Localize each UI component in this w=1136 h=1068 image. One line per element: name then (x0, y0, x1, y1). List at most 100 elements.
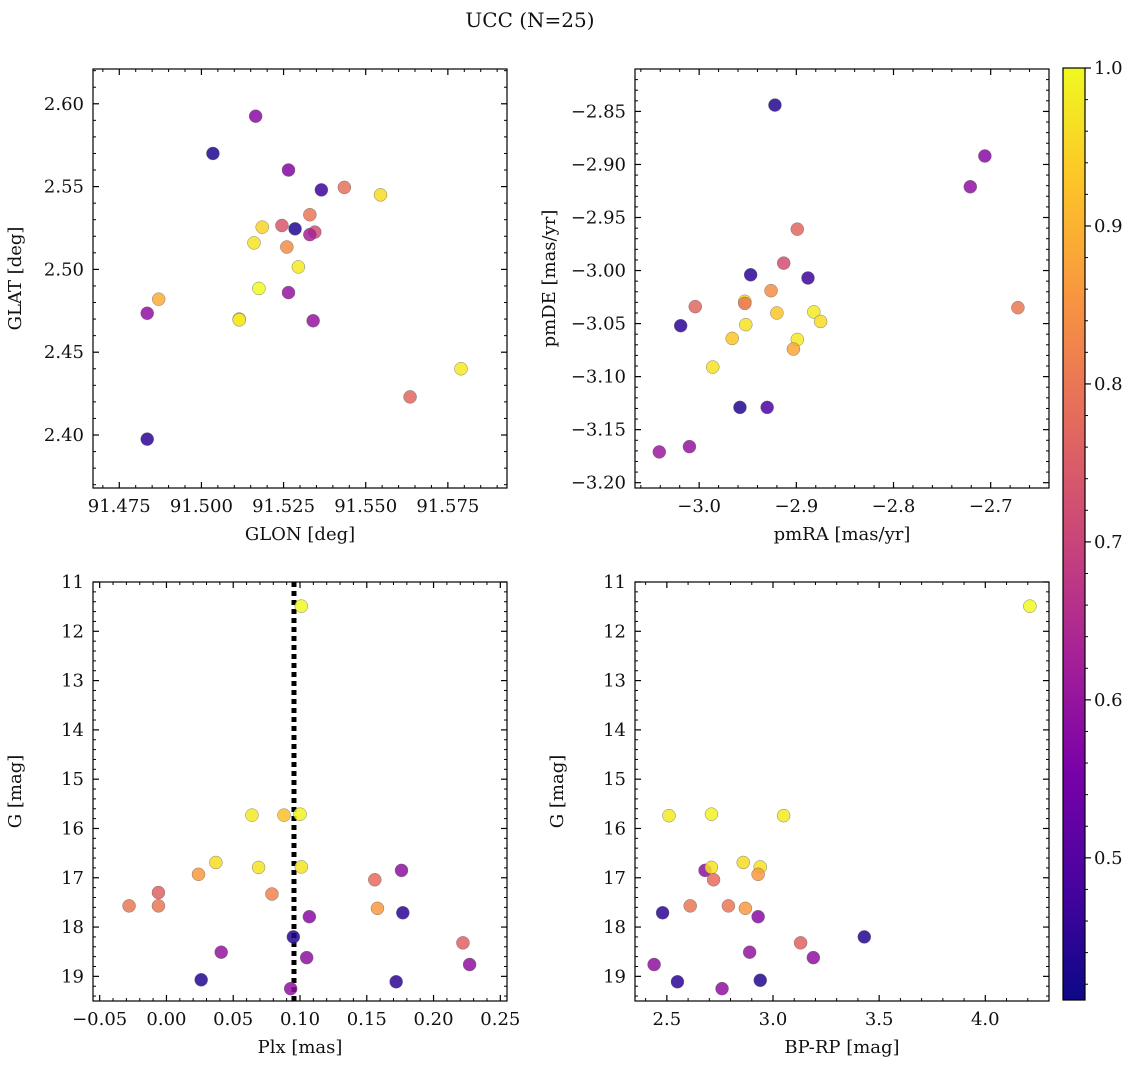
data-point (373, 188, 388, 202)
axes-frame (634, 581, 1050, 1002)
panel-1: 91.475 91.500 91.525 91.550 91.575 2.40 2.45 2.… (5, 68, 508, 545)
panel-3: −0.05 0.00 0.05 0.10 0.15 0.20 0.25 11 12 13 14 15 1… (5, 572, 520, 1058)
x-tick-label: 0.05 (213, 1009, 253, 1030)
y-tick-label: −3.10 (571, 367, 626, 388)
y-tick-label: 18 (603, 917, 626, 938)
data-point (688, 299, 702, 314)
data-point (738, 296, 752, 311)
data-point (807, 305, 821, 319)
x-tick-label: 91.475 (88, 496, 151, 517)
data-point (768, 98, 782, 112)
x-tick-label: 0.00 (146, 1009, 186, 1030)
y-tick-label: 12 (603, 621, 626, 642)
y-tick-label: 11 (603, 572, 626, 593)
data-point (647, 957, 661, 972)
x-tick-label: −2.7 (969, 496, 1013, 517)
y-tick-label: −2.95 (571, 208, 626, 229)
data-point (293, 807, 307, 821)
data-point (194, 973, 208, 987)
data-point (786, 342, 801, 356)
data-point (764, 283, 778, 298)
data-point (776, 256, 791, 270)
x-tick-label: 0.10 (280, 1009, 320, 1030)
x-tick-label: −0.05 (72, 1009, 127, 1030)
x-axis-label: pmRA [mas/yr] (774, 524, 911, 545)
data-point (673, 319, 688, 333)
x-tick-label: 91.525 (252, 496, 315, 517)
data-point (454, 362, 468, 376)
data-point (739, 317, 753, 332)
data-point (801, 271, 815, 285)
y-axis-label: GLAT [deg] (5, 227, 26, 331)
data-point (733, 400, 747, 415)
data-point (140, 306, 154, 320)
data-point (751, 910, 765, 924)
data-point (288, 222, 302, 236)
y-tick-label: 15 (603, 769, 626, 790)
x-tick-label: 91.575 (416, 496, 479, 517)
y-tick-label: 2.60 (44, 94, 84, 115)
data-point (232, 313, 246, 327)
data-point (456, 936, 470, 950)
y-axis-label: G [mag] (547, 755, 568, 828)
colorbar-tick-label: 0.6 (1094, 690, 1123, 711)
y-tick-label: 2.45 (44, 342, 84, 363)
data-point (706, 360, 720, 374)
data-point (743, 268, 758, 282)
data-point (715, 981, 729, 996)
y-tick-label: 2.55 (44, 177, 84, 198)
x-axis-label: Plx [mas] (258, 1037, 343, 1058)
data-point (151, 899, 166, 913)
data-point (655, 906, 670, 920)
data-point (314, 183, 329, 197)
y-tick-label: −3.15 (571, 420, 626, 441)
data-point (245, 808, 259, 822)
data-point (247, 236, 261, 250)
x-tick-label: 91.500 (170, 496, 233, 517)
panel-4: 2.5 3.0 3.5 4.0 11 12 13 14 15 16 17 18 19 BP-RP [mag… (547, 572, 1050, 1058)
x-tick-label: 0.25 (480, 1009, 520, 1030)
data-point (753, 973, 767, 987)
x-axis-label: GLON [deg] (245, 524, 355, 545)
colorbar-tick-label: 0.7 (1094, 532, 1123, 553)
colorbar-tick-label: 0.9 (1094, 216, 1123, 237)
y-tick-label: 14 (603, 720, 626, 741)
data-point (682, 439, 697, 454)
data-point (368, 873, 382, 887)
data-point (277, 808, 291, 822)
data-point (806, 950, 821, 965)
y-tick-label: −3.05 (571, 314, 626, 335)
data-point (214, 945, 228, 959)
colorbar: 0.5 0.6 0.7 0.8 0.9 1.0 (1062, 58, 1123, 1001)
colorbar-tick-label: 0.8 (1094, 374, 1123, 395)
data-point (283, 981, 298, 996)
y-tick-label: 15 (61, 769, 84, 790)
data-point (337, 180, 352, 195)
data-point (265, 887, 279, 901)
data-point (370, 901, 385, 916)
y-tick-label: 17 (61, 868, 84, 889)
y-tick-label: 17 (603, 868, 626, 889)
y-tick-label: 14 (61, 720, 84, 741)
y-tick-label: −3.20 (571, 473, 626, 494)
data-point (394, 863, 409, 878)
x-tick-label: 0.15 (347, 1009, 387, 1030)
data-point (1011, 300, 1025, 315)
y-tick-label: 2.50 (44, 259, 84, 280)
data-point (294, 599, 309, 613)
data-point (760, 400, 774, 415)
data-point (280, 240, 294, 254)
axes-frame (92, 581, 508, 1002)
panels: 91.475 91.500 91.525 91.550 91.575 2.40 2.45 2.… (5, 68, 1050, 1058)
data-point (670, 975, 685, 989)
colorbar-tick-label: 1.0 (1094, 58, 1123, 79)
data-point (736, 855, 750, 870)
data-point (291, 260, 306, 274)
data-point (978, 149, 992, 163)
axes-frame (92, 68, 508, 489)
x-tick-label: 0.20 (414, 1009, 454, 1030)
data-point (299, 950, 314, 965)
data-point (790, 222, 804, 236)
data-point (652, 445, 666, 459)
data-point (776, 808, 791, 823)
